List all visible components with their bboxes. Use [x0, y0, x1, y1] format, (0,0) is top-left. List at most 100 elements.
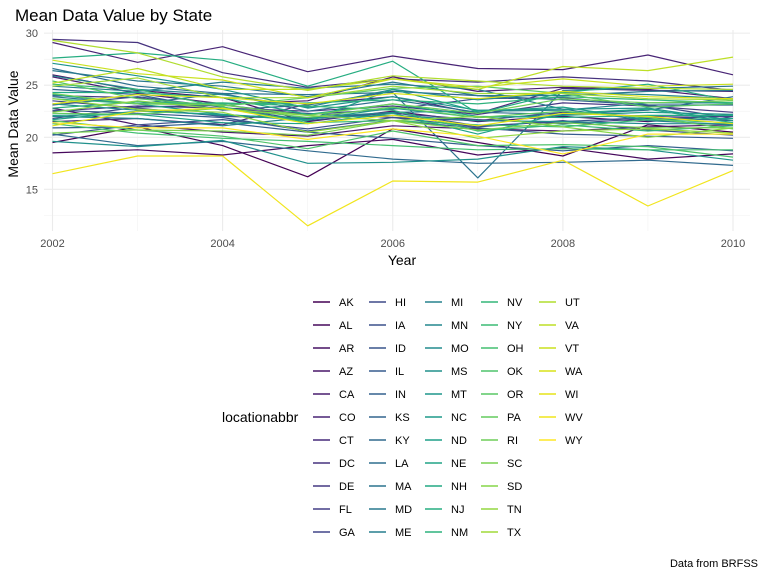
legend-title: locationabbr — [222, 409, 299, 425]
legend-item-ma: MA — [369, 481, 412, 493]
legend-label: UT — [565, 297, 580, 309]
legend-item-pa: PA — [481, 412, 522, 424]
legend-label: FL — [339, 504, 352, 516]
legend-label: SC — [507, 458, 522, 470]
legend: AK AL AR AZ CA CO CT DC DE FL GA HI IA ID IL IN KS KY LA MA… — [313, 297, 583, 539]
legend-label: NH — [451, 481, 467, 493]
legend-item-ca: CA — [313, 389, 355, 401]
legend-label: DC — [339, 458, 355, 470]
legend-item-ri: RI — [481, 435, 518, 447]
series-line-mi — [52, 102, 733, 127]
x-tick-label: 2008 — [551, 238, 575, 250]
legend-item-ky: KY — [369, 435, 410, 447]
legend-label: OK — [507, 366, 524, 378]
legend-item-ga: GA — [313, 527, 356, 539]
series-line-ne — [52, 108, 734, 135]
legend-item-co: CO — [313, 412, 356, 424]
series-line-co — [52, 41, 734, 76]
legend-label: MD — [395, 504, 412, 516]
legend-item-md: MD — [369, 504, 412, 516]
legend-label: IN — [395, 389, 406, 401]
legend-label: MN — [451, 320, 468, 332]
legend-label: WY — [565, 435, 583, 447]
y-tick-label: 20 — [26, 132, 38, 144]
legend-label: AK — [339, 297, 354, 309]
series-line-md — [52, 70, 734, 98]
legend-item-or: OR — [481, 389, 524, 401]
legend-item-wa: WA — [539, 366, 583, 378]
series-line-tx — [52, 77, 734, 101]
legend-label: CO — [339, 412, 356, 424]
legend-item-tn: TN — [481, 504, 522, 516]
series-line-or — [52, 80, 734, 108]
legend-label: TN — [507, 504, 522, 516]
legend-item-mo: MO — [425, 343, 469, 355]
legend-item-va: VA — [539, 320, 580, 332]
legend-label: ME — [395, 527, 412, 539]
series-line-nm — [52, 96, 734, 109]
legend-label: VT — [565, 343, 579, 355]
series-line-ut — [52, 39, 734, 92]
legend-label: PA — [507, 412, 522, 424]
legend-item-ak: AK — [313, 297, 354, 309]
legend-item-dc: DC — [313, 458, 355, 470]
series-line-ms — [52, 139, 734, 164]
legend-item-ct: CT — [313, 435, 354, 447]
legend-label: NY — [507, 320, 523, 332]
caption: Data from BRFSS — [670, 558, 758, 570]
series-line-vt — [52, 59, 734, 99]
legend-item-sc: SC — [481, 458, 522, 470]
legend-label: AR — [339, 343, 354, 355]
legend-label: LA — [395, 458, 409, 470]
legend-item-al: AL — [313, 320, 352, 332]
legend-label: MT — [451, 389, 467, 401]
legend-item-ms: MS — [425, 366, 468, 378]
series-line-az — [52, 107, 734, 137]
legend-item-in: IN — [369, 389, 406, 401]
series-line-ks — [52, 88, 733, 111]
series-line-al — [52, 138, 734, 160]
legend-item-me: ME — [369, 527, 412, 539]
legend-item-sd: SD — [481, 481, 522, 493]
legend-item-nh: NH — [425, 481, 467, 493]
legend-item-ne: NE — [425, 458, 466, 470]
legend-item-id: ID — [369, 343, 406, 355]
y-axis-ticks: 15 20 25 30 — [26, 28, 38, 196]
legend-item-wv: WV — [539, 412, 583, 424]
legend-label: OR — [507, 389, 524, 401]
legend-item-tx: TX — [481, 527, 522, 539]
chart-title: Mean Data Value by State — [15, 6, 212, 25]
series-line-ri — [52, 92, 734, 117]
y-tick-label: 15 — [26, 184, 38, 196]
series-line-nc — [52, 94, 734, 121]
legend-label: IA — [395, 320, 406, 332]
legend-label: NE — [451, 458, 466, 470]
series-line-ma — [52, 85, 734, 179]
legend-label: WA — [565, 366, 583, 378]
legend-item-wi: WI — [539, 389, 578, 401]
x-axis-label: Year — [388, 252, 417, 268]
legend-label: DE — [339, 481, 354, 493]
legend-item-nv: NV — [481, 297, 523, 309]
legend-label: CA — [339, 389, 355, 401]
legend-item-mn: MN — [425, 320, 468, 332]
legend-label: KY — [395, 435, 410, 447]
legend-label: NJ — [451, 504, 464, 516]
legend-item-la: LA — [369, 458, 409, 470]
legend-item-nj: NJ — [425, 504, 464, 516]
legend-item-ok: OK — [481, 366, 524, 378]
series-line-wy — [52, 122, 733, 155]
x-tick-label: 2002 — [40, 238, 64, 250]
legend-label: MA — [395, 481, 412, 493]
legend-label: SD — [507, 481, 522, 493]
legend-label: IL — [395, 366, 404, 378]
legend-label: ID — [395, 343, 406, 355]
x-tick-label: 2004 — [210, 238, 234, 250]
legend-label: MI — [451, 297, 463, 309]
legend-item-ar: AR — [313, 343, 354, 355]
legend-label: AZ — [339, 366, 353, 378]
legend-item-oh: OH — [481, 343, 524, 355]
series-line-me — [52, 81, 734, 126]
series-line-mt — [52, 62, 734, 122]
